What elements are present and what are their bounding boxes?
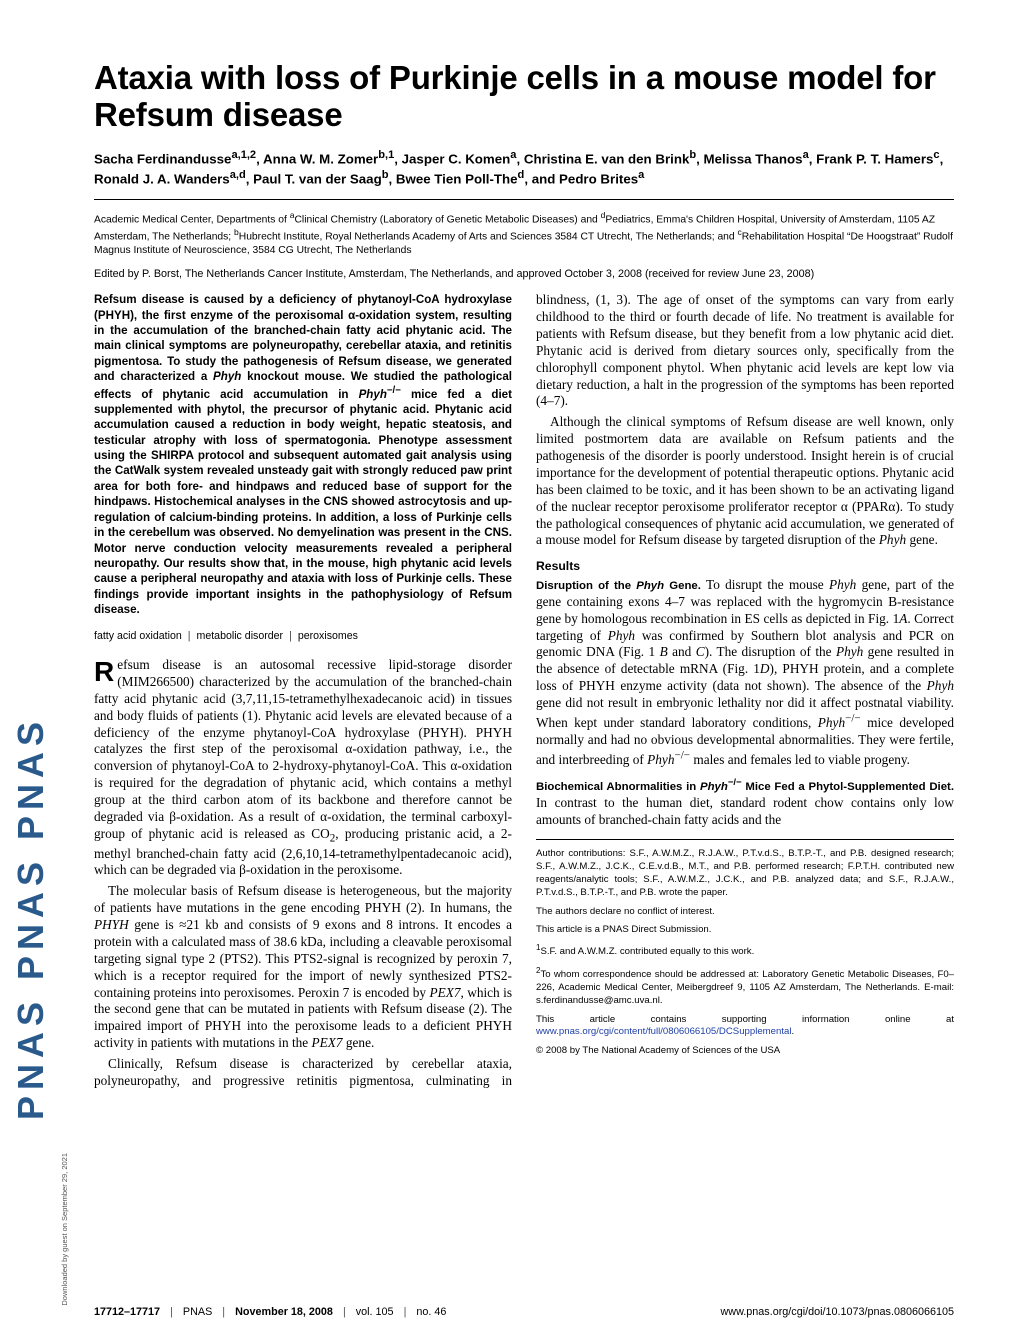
intro-p1: Refsum disease is an autosomal recessive… — [94, 657, 512, 879]
intro-p2: The molecular basis of Refsum disease is… — [94, 883, 512, 1052]
keywords: fatty acid oxidation|metabolic disorder|… — [94, 630, 512, 644]
page-content: Ataxia with loss of Purkinje cells in a … — [94, 60, 954, 1090]
edited-line: Edited by P. Borst, The Netherlands Canc… — [94, 268, 954, 280]
results-sub1: Disruption of the Phyh Gene. To disrupt … — [536, 577, 954, 769]
download-note: Downloaded by guest on September 29, 202… — [60, 1153, 69, 1306]
fn-corresp: 2To whom correspondence should be addres… — [536, 966, 954, 1008]
rule-top — [94, 199, 954, 200]
subhead-biochem: Biochemical Abnormalities in Phyh−/− Mic… — [536, 781, 954, 793]
article-title: Ataxia with loss of Purkinje cells in a … — [94, 60, 954, 134]
fn-author-contrib: Author contributions: S.F., A.W.M.Z., R.… — [536, 848, 954, 900]
abstract: Refsum disease is caused by a deficiency… — [94, 292, 512, 617]
keyword-1: fatty acid oxidation — [94, 630, 182, 642]
keyword-2: metabolic disorder — [197, 630, 284, 642]
fn-conflict: The authors declare no conflict of inter… — [536, 906, 954, 919]
fn-equal: 1S.F. and A.W.M.Z. contributed equally t… — [536, 943, 954, 959]
subhead-disruption: Disruption of the Phyh Gene. — [536, 580, 701, 592]
results-heading: Results — [536, 559, 954, 575]
footnotes: Author contributions: S.F., A.W.M.Z., R.… — [536, 839, 954, 1059]
affiliations: Academic Medical Center, Departments of … — [94, 210, 954, 259]
results-sub2: Biochemical Abnormalities in Phyh−/− Mic… — [536, 777, 954, 828]
fn-direct: This article is a PNAS Direct Submission… — [536, 924, 954, 937]
page-footer: 17712–17717 | PNAS | November 18, 2008 |… — [94, 1306, 954, 1318]
pnas-side-banner: PNAS PNAS PNAS — [10, 220, 54, 1120]
results-sub2-text: In contrast to the human diet, standard … — [536, 795, 954, 827]
footer-left: 17712–17717 | PNAS | November 18, 2008 |… — [94, 1306, 446, 1318]
fn-si: This article contains supporting informa… — [536, 1014, 954, 1040]
results-sub1-text: To disrupt the mouse Phyh gene, part of … — [536, 577, 954, 768]
intro-p4: Although the clinical symptoms of Refsum… — [536, 414, 954, 549]
two-column-body: Refsum disease is caused by a deficiency… — [94, 292, 954, 1090]
fn-copyright: © 2008 by The National Academy of Scienc… — [536, 1045, 954, 1058]
keyword-3: peroxisomes — [298, 630, 358, 642]
footer-right: www.pnas.org/cgi/doi/10.1073/pnas.080606… — [720, 1306, 954, 1318]
author-list: Sacha Ferdinandussea,1,2, Anna W. M. Zom… — [94, 148, 954, 189]
